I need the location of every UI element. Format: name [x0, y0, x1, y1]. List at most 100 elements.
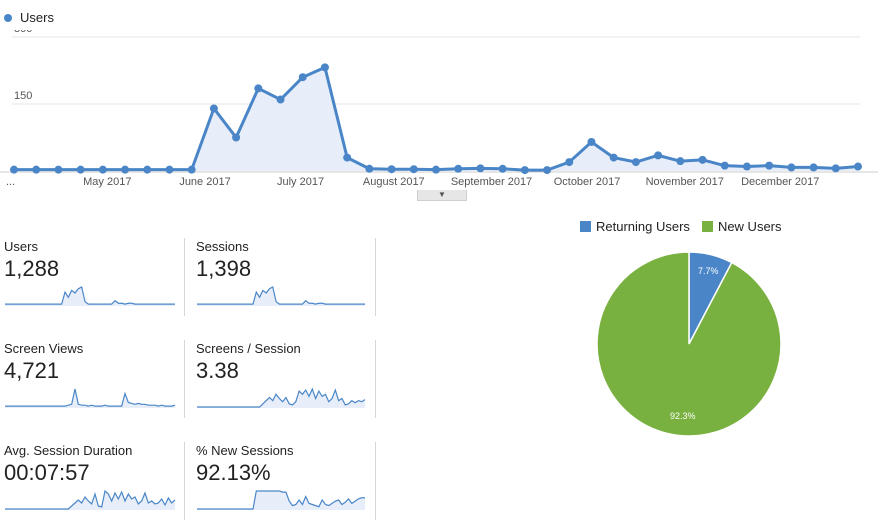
metric-label: Sessions: [196, 239, 249, 254]
metric-screen-views[interactable]: Screen Views 4,721: [4, 341, 179, 421]
data-point[interactable]: [454, 164, 463, 173]
x-tick-label: December 2017: [741, 176, 819, 188]
metric-new-sessions[interactable]: % New Sessions 92.13%: [196, 443, 371, 523]
users-sparkline: [5, 286, 175, 306]
metric-label: Screen Views: [4, 341, 84, 356]
data-point[interactable]: [854, 162, 862, 171]
data-point[interactable]: [232, 133, 241, 142]
pie-legend-item-new[interactable]: New Users: [701, 219, 782, 234]
data-point[interactable]: [209, 104, 218, 113]
data-point[interactable]: [409, 165, 418, 174]
data-point[interactable]: [787, 163, 796, 172]
data-point[interactable]: [32, 165, 41, 174]
data-point[interactable]: [76, 165, 85, 174]
avg-session-duration-sparkline: [5, 489, 176, 510]
x-tick-label: September 2017: [451, 176, 532, 188]
metric-value: 3.38: [196, 358, 239, 383]
pie-legend-label: Returning Users: [596, 219, 690, 234]
sparkline-fill: [197, 389, 365, 408]
sparkline-line: [197, 387, 366, 408]
x-tick-label: ...: [6, 176, 15, 188]
expand-chart-handle[interactable]: ▼: [417, 190, 467, 201]
x-tick-label: August 2017: [363, 176, 425, 188]
data-point[interactable]: [765, 161, 774, 170]
data-point[interactable]: [654, 151, 663, 160]
screens-per-session-sparkline: [197, 387, 366, 408]
data-point[interactable]: [809, 163, 818, 172]
metric-value: 4,721: [4, 358, 60, 383]
sparkline-fill: [197, 287, 365, 306]
data-point[interactable]: [742, 162, 751, 171]
x-tick-label: May 2017: [83, 176, 131, 188]
metric-avg-session-duration[interactable]: Avg. Session Duration 00:07:57: [4, 443, 179, 523]
chart-legend[interactable]: Users: [4, 10, 54, 25]
data-point[interactable]: [54, 165, 63, 174]
data-point[interactable]: [831, 164, 840, 173]
data-point[interactable]: [10, 165, 18, 174]
data-point[interactable]: [498, 164, 507, 173]
data-point[interactable]: [387, 165, 396, 174]
sparkline-line: [197, 490, 365, 510]
sparkline-fill: [5, 287, 175, 306]
data-point[interactable]: [520, 166, 529, 175]
x-tick-label: June 2017: [179, 176, 230, 188]
pie-label-new: 92.3%: [670, 411, 696, 421]
caret-down-icon: ▼: [438, 190, 446, 199]
data-point[interactable]: [698, 155, 707, 164]
sparkline-fill: [197, 491, 365, 510]
data-point[interactable]: [365, 164, 374, 173]
y-tick-label: 300: [14, 30, 32, 35]
user-type-pie-chart[interactable]: 7.7% 92.3%: [590, 245, 790, 445]
data-point[interactable]: [298, 73, 307, 82]
sparkline-line: [5, 286, 175, 305]
metric-divider: [375, 340, 376, 418]
metric-label: Avg. Session Duration: [4, 443, 133, 458]
metric-value: 92.13%: [196, 460, 271, 485]
data-point[interactable]: [587, 137, 596, 146]
x-tick-label: July 2017: [277, 176, 324, 188]
metric-sessions[interactable]: Sessions 1,398: [196, 239, 371, 319]
x-tick-label: October 2017: [554, 176, 621, 188]
metric-divider: [184, 340, 185, 418]
metric-label: Screens / Session: [196, 341, 301, 356]
data-point[interactable]: [187, 165, 196, 174]
pie-slice-new-users[interactable]: [596, 251, 782, 437]
data-point[interactable]: [676, 157, 685, 166]
data-point[interactable]: [565, 158, 574, 167]
data-point[interactable]: [476, 164, 485, 173]
data-point[interactable]: [121, 165, 130, 174]
new-sessions-sparkline: [197, 490, 365, 510]
users-area-fill: [14, 67, 858, 171]
sparkline-line: [197, 286, 365, 305]
x-tick-label: November 2017: [646, 176, 724, 188]
sparkline-line: [5, 489, 176, 510]
pie-legend-item-returning[interactable]: Returning Users: [580, 219, 690, 234]
data-point[interactable]: [143, 165, 152, 174]
metric-label: Users: [4, 239, 38, 254]
data-point[interactable]: [720, 161, 729, 170]
metric-divider: [375, 238, 376, 316]
screen-views-sparkline: [5, 388, 176, 408]
sparkline-line: [5, 388, 176, 407]
metric-users[interactable]: Users 1,288: [4, 239, 179, 319]
data-point[interactable]: [631, 158, 640, 167]
metric-label: % New Sessions: [196, 443, 294, 458]
data-point[interactable]: [432, 165, 440, 174]
data-point[interactable]: [543, 166, 552, 175]
metric-divider: [184, 238, 185, 316]
legend-dot-icon: [4, 13, 12, 22]
data-point[interactable]: [98, 165, 107, 174]
data-point[interactable]: [254, 84, 263, 93]
metric-value: 1,288: [4, 256, 60, 281]
metric-screens-per-session[interactable]: Screens / Session 3.38: [196, 341, 371, 421]
data-point[interactable]: [276, 95, 285, 104]
pie-legend-label: New Users: [717, 219, 782, 234]
data-point[interactable]: [343, 153, 352, 162]
data-point[interactable]: [320, 63, 329, 72]
y-tick-label: 150: [14, 90, 32, 102]
data-point[interactable]: [165, 165, 174, 174]
data-point[interactable]: [609, 153, 618, 162]
pie-label-returning: 7.7%: [698, 266, 719, 276]
metric-divider: [184, 442, 185, 520]
users-line-chart[interactable]: 300 150... May 2017 June 2017 July 2017 Augus…: [0, 30, 878, 190]
